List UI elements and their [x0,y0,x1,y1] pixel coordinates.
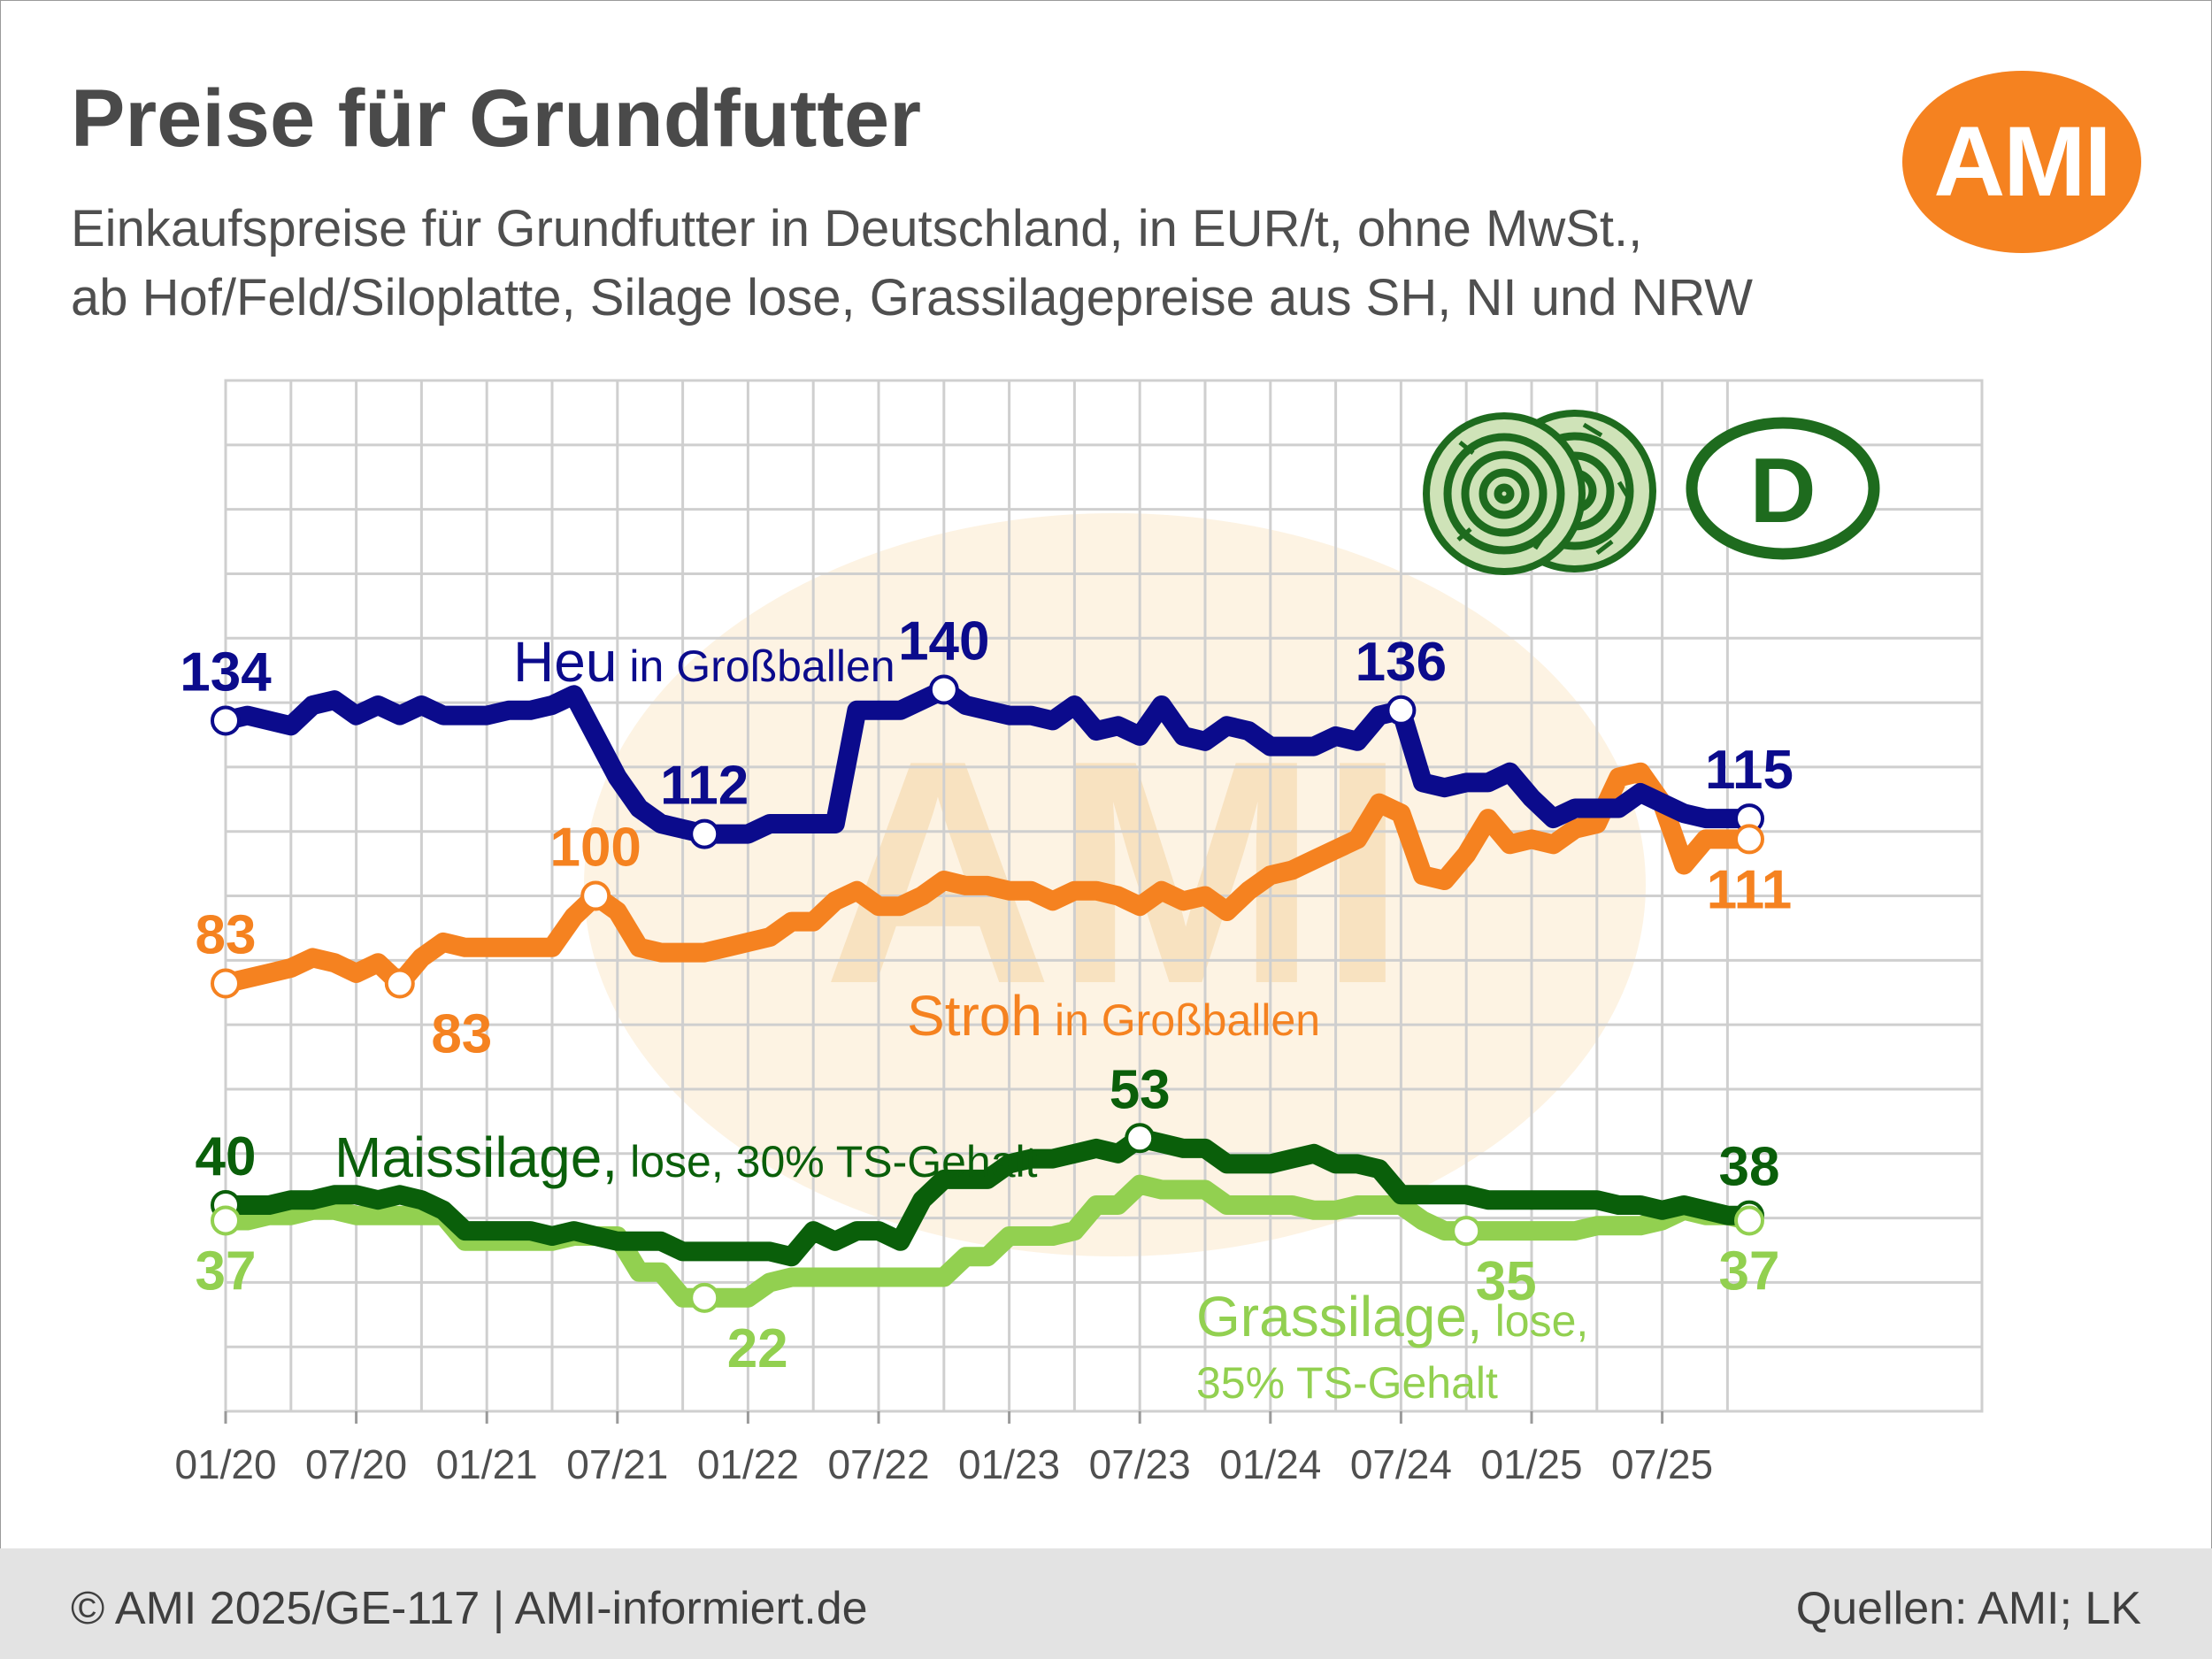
value-label: 83 [196,905,257,966]
value-label: 111 [1707,859,1793,920]
ami-logo: AMI [1902,71,2141,253]
data-point-marker [384,968,415,999]
data-point-marker [1734,824,1764,855]
x-tick-label: 01/25 [1480,1441,1582,1487]
x-tick-label: 07/23 [1089,1441,1191,1487]
line-chart: AMI [174,379,1984,1487]
value-label: 22 [727,1318,788,1379]
value-label: 134 [180,641,272,703]
value-label: 53 [1110,1059,1171,1120]
series-line-1 [216,762,1759,994]
data-point-marker [689,1282,720,1313]
x-tick-label: 07/24 [1350,1441,1452,1487]
country-germany-icon: D [1686,417,1880,560]
value-label: 140 [898,611,989,672]
ami-logo-text: AMI [1933,106,2111,217]
subtitle-line-1: Einkaufspreise für Grundfutter in Deutsc… [71,200,1643,257]
chart-grid [224,379,1984,1413]
value-label: 112 [660,756,749,817]
data-point-marker [211,705,241,736]
value-label: 115 [1705,740,1793,801]
series-name-label-line2: 35% TS-Gehalt [1196,1358,1498,1408]
value-label: 38 [1719,1137,1780,1198]
series-name-label: Grassilage, lose, [1196,1285,1588,1348]
series-line-3 [216,1174,1759,1308]
x-tick-label: 07/22 [827,1441,929,1487]
data-point-marker [689,818,720,849]
value-label: 35 [1476,1251,1537,1312]
value-label: 40 [196,1126,257,1187]
data-point-marker [211,968,241,999]
x-tick-label: 07/20 [305,1441,407,1487]
series-line-2 [216,1128,1759,1267]
data-point-marker [1386,695,1417,726]
footer-bar: © AMI 2025/GE-117 | AMI-informiert.de Qu… [0,1548,2212,1659]
country-code: D [1749,440,1816,542]
data-point-marker [928,674,959,705]
x-tick-label: 01/20 [174,1441,276,1487]
data-point-marker [1734,1205,1764,1236]
value-label: 37 [1719,1240,1780,1302]
subtitle-line-2: ab Hof/Feld/Siloplatte, Silage lose, Gra… [71,269,1753,326]
data-point-marker [1125,1123,1156,1154]
page-title: Preise für Grundfutter [71,73,922,164]
footer-sources: Quellen: AMI; LK [1795,1583,2141,1634]
series-line-0 [216,680,1759,844]
series-name-label: Heu in Großballen [513,630,895,694]
x-tick-label: 07/21 [566,1441,668,1487]
series-name-label: Stroh in Großballen [907,984,1320,1048]
x-tick-label: 01/21 [436,1441,538,1487]
value-label: 37 [196,1240,257,1302]
data-point-marker [580,880,611,911]
value-label: 136 [1356,632,1447,693]
footer-copyright: © AMI 2025/GE-117 | AMI-informiert.de [71,1583,868,1634]
value-label: 83 [431,1004,492,1065]
x-tick-label: 07/25 [1611,1441,1713,1487]
x-tick-label: 01/22 [697,1441,799,1487]
data-point-marker [211,1205,241,1236]
data-point-marker [1451,1216,1482,1247]
x-tick-label: 01/23 [958,1441,1060,1487]
hay-bale-icon [1423,410,1656,575]
value-label: 100 [549,818,641,879]
series-name-label: Maissilage, lose, 30% TS-Gehalt [334,1125,1038,1189]
x-tick-label: 01/24 [1219,1441,1321,1487]
